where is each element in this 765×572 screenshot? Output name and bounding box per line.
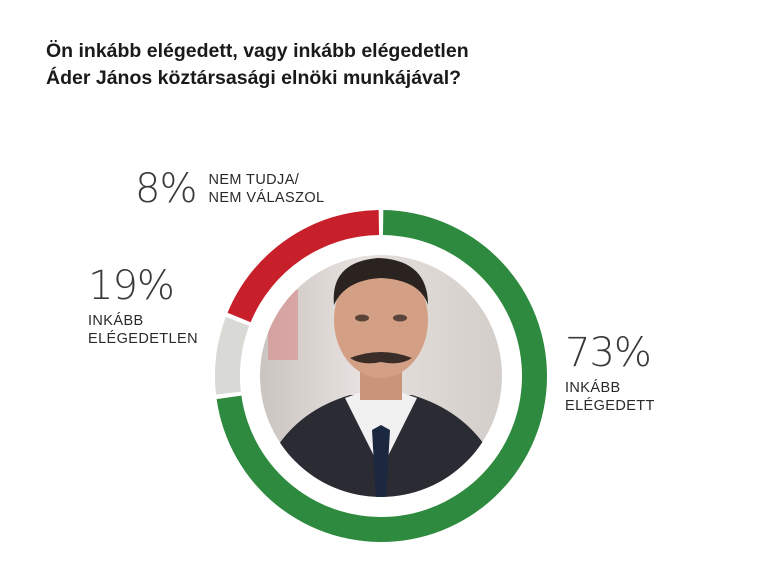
label-slice-3: 19% INKÁBB ELÉGEDETLEN: [88, 266, 198, 348]
label-slice-2: 8% NEM TUDJA/ NEM VÁLASZOL: [135, 169, 324, 209]
pct-label: 8%: [135, 166, 197, 212]
caption-line-1: INKÁBB: [565, 380, 621, 396]
title-line-2: Áder János köztársasági elnöki munkájáva…: [46, 67, 462, 89]
title-line-1: Ön inkább elégedett, vagy inkább elégede…: [46, 40, 469, 62]
slice-caption: INKÁBB ELÉGEDETLEN: [88, 312, 198, 348]
caption-line-2: ELÉGEDETLEN: [88, 331, 198, 347]
caption-line-1: INKÁBB: [88, 313, 144, 329]
donut-slice-2: [215, 317, 250, 395]
donut-slice-3: [227, 210, 380, 323]
caption-line-2: ELÉGEDETT: [565, 398, 655, 414]
pct-label: 73%: [565, 330, 652, 376]
pct-label: 19%: [88, 263, 175, 309]
caption-line-1: NEM TUDJA/: [208, 172, 300, 188]
caption-line-2: NEM VÁLASZOL: [208, 190, 325, 206]
label-slice-1: 73% INKÁBB ELÉGEDETT: [565, 333, 655, 415]
slice-caption: NEM TUDJA/ NEM VÁLASZOL: [208, 171, 324, 207]
chart-title: Ön inkább elégedett, vagy inkább elégede…: [46, 38, 469, 92]
slice-caption: INKÁBB ELÉGEDETT: [565, 379, 655, 415]
